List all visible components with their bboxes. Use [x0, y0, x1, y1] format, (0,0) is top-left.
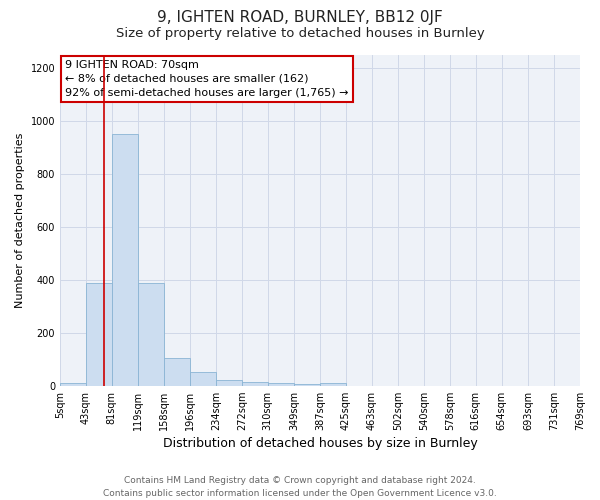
Bar [216, 380, 242, 386]
Bar [294, 384, 320, 386]
Bar [320, 383, 346, 386]
Bar [268, 383, 294, 386]
Bar [137, 282, 164, 386]
Bar [60, 383, 86, 386]
Text: 9 IGHTEN ROAD: 70sqm
← 8% of detached houses are smaller (162)
92% of semi-detac: 9 IGHTEN ROAD: 70sqm ← 8% of detached ho… [65, 60, 349, 98]
Y-axis label: Number of detached properties: Number of detached properties [15, 132, 25, 308]
Bar [112, 134, 137, 386]
Text: 9, IGHTEN ROAD, BURNLEY, BB12 0JF: 9, IGHTEN ROAD, BURNLEY, BB12 0JF [157, 10, 443, 25]
Bar [164, 358, 190, 386]
Bar [190, 372, 216, 386]
Text: Contains HM Land Registry data © Crown copyright and database right 2024.
Contai: Contains HM Land Registry data © Crown c… [103, 476, 497, 498]
Bar [242, 382, 268, 386]
X-axis label: Distribution of detached houses by size in Burnley: Distribution of detached houses by size … [163, 437, 478, 450]
Bar [86, 282, 112, 386]
Text: Size of property relative to detached houses in Burnley: Size of property relative to detached ho… [116, 28, 484, 40]
